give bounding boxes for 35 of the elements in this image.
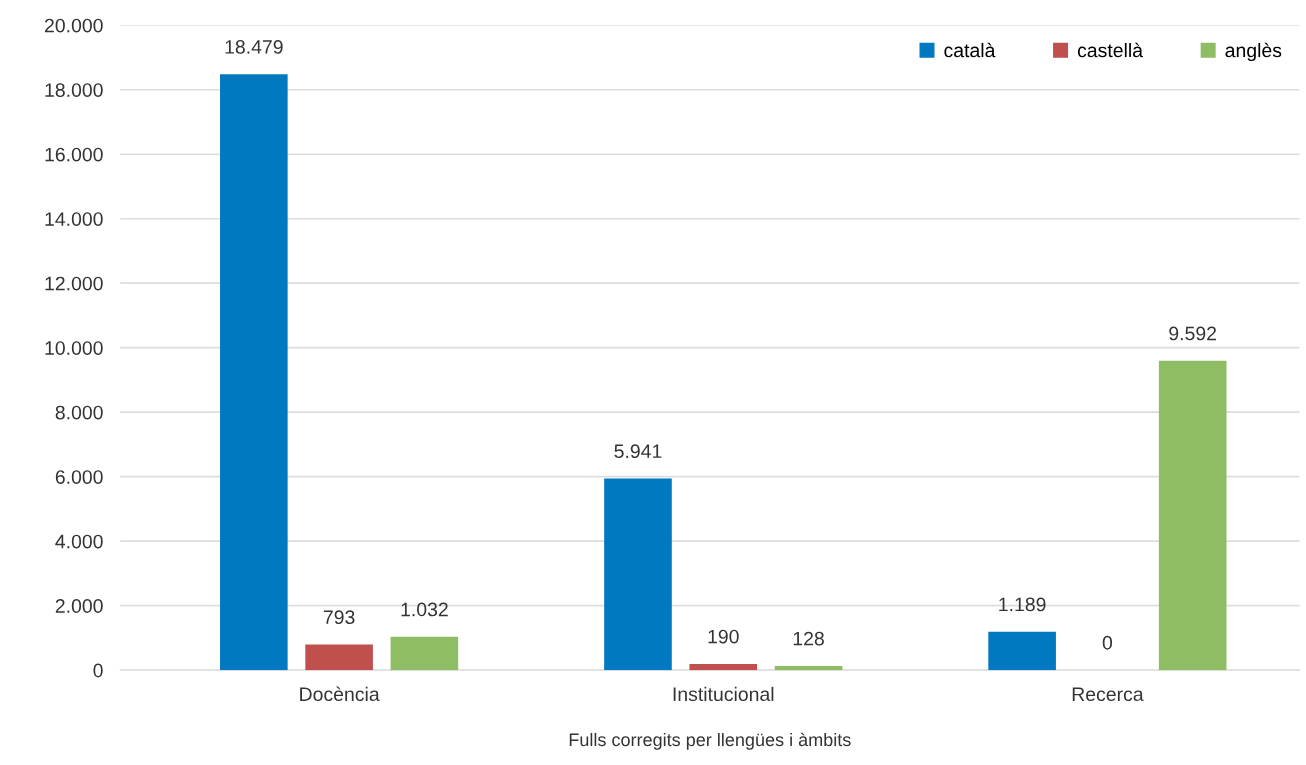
bar — [390, 636, 459, 671]
x-tick-label: Docència — [300, 686, 380, 702]
bar — [604, 478, 672, 671]
x-tick-label: Recerca — [1072, 687, 1144, 702]
x-axis-title: Fulls corregits per llengües i àmbits — [569, 732, 851, 750]
data-label: 5.941 — [614, 444, 662, 459]
y-tick-label: 4.000 — [55, 534, 103, 549]
data-label: 0 — [1102, 635, 1113, 650]
bar — [689, 664, 758, 671]
y-tick-label: 14.000 — [45, 212, 103, 226]
x-tick-label: Institucional — [673, 686, 774, 702]
y-tick-label: 18.000 — [45, 83, 103, 97]
data-label: 793 — [323, 610, 355, 625]
legend-label: castellà — [1077, 42, 1144, 58]
data-label: 1.189 — [999, 597, 1046, 612]
data-label: 128 — [793, 631, 824, 646]
bar — [1158, 360, 1227, 671]
y-tick-label: 8.000 — [55, 405, 103, 420]
y-tick-label: 6.000 — [55, 470, 103, 484]
bar — [774, 666, 843, 671]
bar — [220, 74, 288, 671]
y-tick-label: 20.000 — [45, 18, 103, 33]
y-tick-label: 2.000 — [55, 599, 103, 613]
bar — [988, 631, 1056, 671]
bar — [305, 644, 373, 671]
data-label: 9.592 — [1169, 326, 1217, 341]
y-tick-label: 16.000 — [45, 147, 103, 162]
legend-label: anglès — [1225, 42, 1282, 62]
y-tick-label: 0 — [93, 663, 103, 678]
y-tick-label: 10.000 — [45, 341, 103, 355]
legend-label: català — [944, 42, 996, 58]
data-label: 190 — [708, 629, 739, 644]
y-tick-label: 12.000 — [45, 276, 103, 291]
data-label: 1.032 — [401, 602, 448, 617]
data-label: 18.479 — [225, 40, 283, 54]
